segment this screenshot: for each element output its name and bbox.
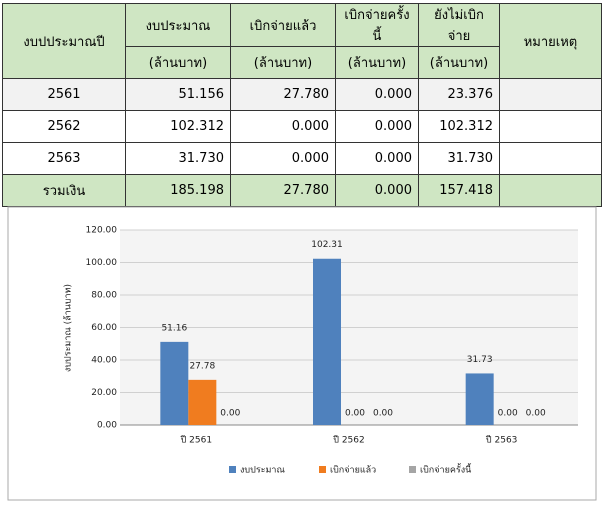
value-label: 31.73 [467, 355, 493, 365]
column-unit: (ล้านบาท) [125, 46, 231, 79]
column-unit: (ล้านบาท) [418, 46, 500, 79]
y-tick-label: 100.00 [86, 258, 118, 268]
column-title: ยังไม่เบิกจ่าย [418, 3, 500, 47]
amount-cell: 51.156 [125, 78, 231, 111]
amount-cell: 31.730 [418, 142, 500, 175]
legend-label: เบิกจ่ายแล้ว [330, 465, 376, 476]
header-row: งบปประมาณปี งบประมาณ เบิกจ่ายแล้ว เบิกจ่ายค… [2, 3, 602, 79]
column-unit: (ล้านบาท) [335, 46, 419, 79]
legend-label: งบประมาณ [240, 466, 285, 476]
budget-table: งบปประมาณปี งบประมาณ เบิกจ่ายแล้ว เบิกจ่ายค… [2, 3, 602, 207]
amount-cell: 102.312 [125, 110, 231, 143]
y-tick-label: 40.00 [91, 356, 117, 366]
legend-label: เบิกจ่ายครั้งนี้ [420, 463, 472, 476]
total-amount: 157.418 [418, 174, 500, 207]
year-cell: 2563 [2, 142, 126, 175]
amount-cell: 27.780 [230, 78, 336, 111]
y-tick-label: 60.00 [91, 323, 117, 333]
header-row: (ล้านบาท) (ล้านบาท) (ล้านบาท) (ล้านบาท) [3, 46, 602, 79]
legend-swatch [319, 466, 326, 473]
bar [188, 379, 217, 425]
amount-cell: 0.000 [230, 110, 336, 143]
value-label: 27.78 [189, 361, 215, 371]
y-tick-label: 80.00 [91, 291, 117, 301]
y-tick-label: 120.00 [86, 226, 118, 236]
legend-swatch [409, 466, 416, 473]
x-tick-label: ปี 2563 [486, 435, 518, 446]
total-amount: 0.000 [335, 174, 419, 207]
bar [160, 341, 189, 425]
total-amount: 27.780 [230, 174, 336, 207]
value-label: 0.00 [526, 409, 546, 419]
value-label: 102.31 [311, 240, 343, 250]
remark-cell [499, 174, 602, 207]
column-title: งบปประมาณปี [2, 3, 126, 79]
column-title: หมายเหตุ [499, 3, 602, 79]
bar [313, 258, 341, 425]
value-label: 51.16 [161, 323, 187, 333]
data-row: 2561 51.156 27.780 0.000 23.376 [2, 78, 602, 111]
column-unit: (ล้านบาท) [230, 46, 336, 79]
y-tick-label: 0.00 [97, 421, 117, 431]
total-row: รวมเงิน 185.198 27.780 0.000 157.418 [2, 174, 602, 207]
y-axis-label: งบประมาณ (ล้านบาท) [63, 284, 74, 372]
value-label: 0.00 [345, 409, 365, 419]
value-label: 0.00 [498, 409, 518, 419]
x-tick-label: ปี 2561 [180, 435, 212, 446]
total-label: รวมเงิน [2, 174, 126, 207]
value-label: 0.00 [220, 409, 240, 419]
year-cell: 2561 [2, 78, 126, 111]
x-tick-label: ปี 2562 [333, 435, 365, 446]
data-row: 2562 102.312 0.000 0.000 102.312 [2, 110, 602, 143]
total-amount: 185.198 [125, 174, 231, 207]
legend-swatch [229, 466, 236, 473]
value-label: 0.00 [373, 409, 393, 419]
amount-cell: 0.000 [335, 78, 419, 111]
bar [465, 373, 494, 425]
y-tick-label: 20.00 [91, 388, 117, 398]
